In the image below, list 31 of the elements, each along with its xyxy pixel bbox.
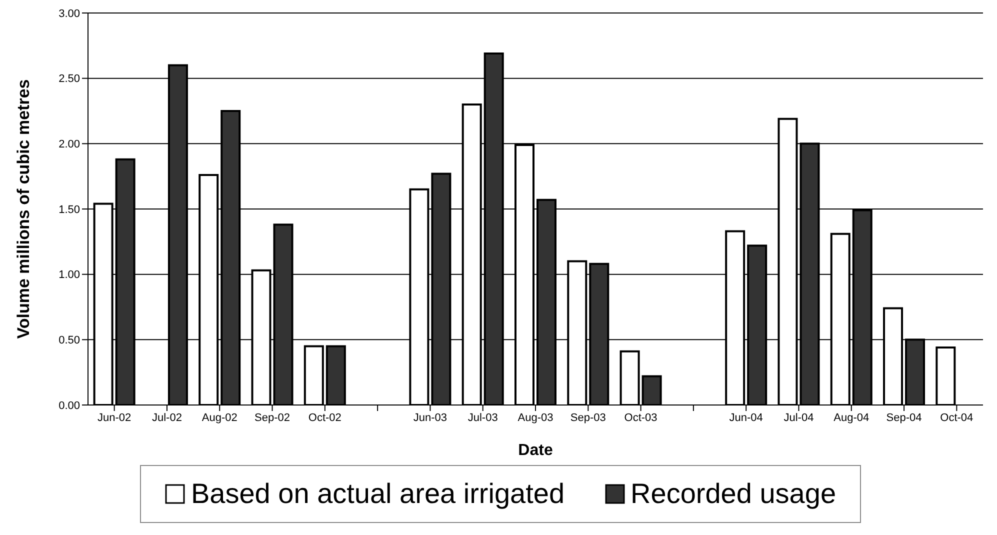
x-tick-label: Sep-03	[570, 412, 606, 424]
x-tick-label: Aug-02	[202, 412, 238, 424]
x-tick-label: Aug-04	[834, 412, 870, 424]
x-tick-label: Jun-03	[413, 412, 448, 424]
x-tick-label: Jun-04	[729, 412, 763, 424]
y-tick-label: 0.50	[58, 334, 80, 347]
x-tick-label: Oct-04	[940, 412, 974, 424]
legend-label: Based on actual area irrigated	[190, 478, 565, 510]
x-tick-label: Aug-03	[518, 412, 554, 424]
y-tick-label: 2.00	[58, 138, 80, 151]
y-tick-label: 1.00	[58, 269, 80, 282]
bar	[326, 345, 346, 405]
x-axis-title: Date	[518, 442, 553, 459]
y-tick-label: 0.00	[58, 400, 80, 412]
bar	[620, 350, 640, 405]
x-tick-label: Jul-04	[784, 412, 814, 424]
y-tick-label: 2.50	[58, 73, 80, 86]
y-tick-label: 1.50	[58, 204, 80, 216]
x-tick-label: Jul-03	[468, 412, 498, 424]
bar	[642, 375, 662, 405]
x-tick-label: Oct-03	[624, 412, 658, 424]
legend-label: Recorded usage	[630, 478, 836, 510]
x-tick-label: Sep-02	[254, 412, 290, 424]
x-tick-label: Jun-02	[98, 412, 132, 424]
bar	[304, 345, 324, 405]
x-tick-label: Jul-02	[152, 412, 182, 424]
x-tick-label: Sep-04	[886, 412, 922, 424]
bar	[936, 346, 956, 405]
x-tick-label: Oct-02	[308, 412, 342, 424]
y-axis-title: Volume millions of cubic metres	[14, 79, 34, 339]
y-tick-label: 3.00	[58, 8, 80, 20]
